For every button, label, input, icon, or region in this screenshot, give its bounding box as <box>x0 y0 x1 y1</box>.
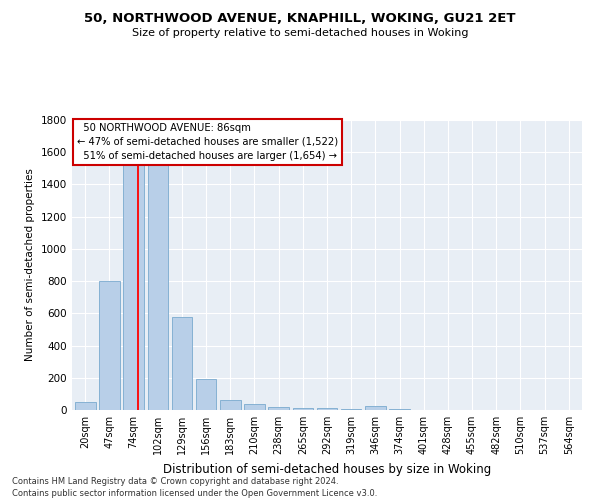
Text: Contains HM Land Registry data © Crown copyright and database right 2024.
Contai: Contains HM Land Registry data © Crown c… <box>12 476 377 498</box>
Bar <box>365 406 386 410</box>
Bar <box>220 400 241 410</box>
Text: 50 NORTHWOOD AVENUE: 86sqm
← 47% of semi-detached houses are smaller (1,522)
  5: 50 NORTHWOOD AVENUE: 86sqm ← 47% of semi… <box>77 123 338 161</box>
Bar <box>341 408 361 410</box>
Text: 50, NORTHWOOD AVENUE, KNAPHILL, WOKING, GU21 2ET: 50, NORTHWOOD AVENUE, KNAPHILL, WOKING, … <box>84 12 516 26</box>
Bar <box>389 409 410 410</box>
X-axis label: Distribution of semi-detached houses by size in Woking: Distribution of semi-detached houses by … <box>163 462 491 475</box>
Bar <box>124 164 144 410</box>
Bar <box>196 380 217 410</box>
Bar <box>293 408 313 410</box>
Bar <box>99 281 120 410</box>
Bar <box>148 164 168 410</box>
Bar <box>268 407 289 410</box>
Bar <box>172 316 192 410</box>
Bar <box>75 402 95 410</box>
Y-axis label: Number of semi-detached properties: Number of semi-detached properties <box>25 168 35 362</box>
Bar <box>244 404 265 410</box>
Bar <box>317 408 337 410</box>
Text: Size of property relative to semi-detached houses in Woking: Size of property relative to semi-detach… <box>132 28 468 38</box>
